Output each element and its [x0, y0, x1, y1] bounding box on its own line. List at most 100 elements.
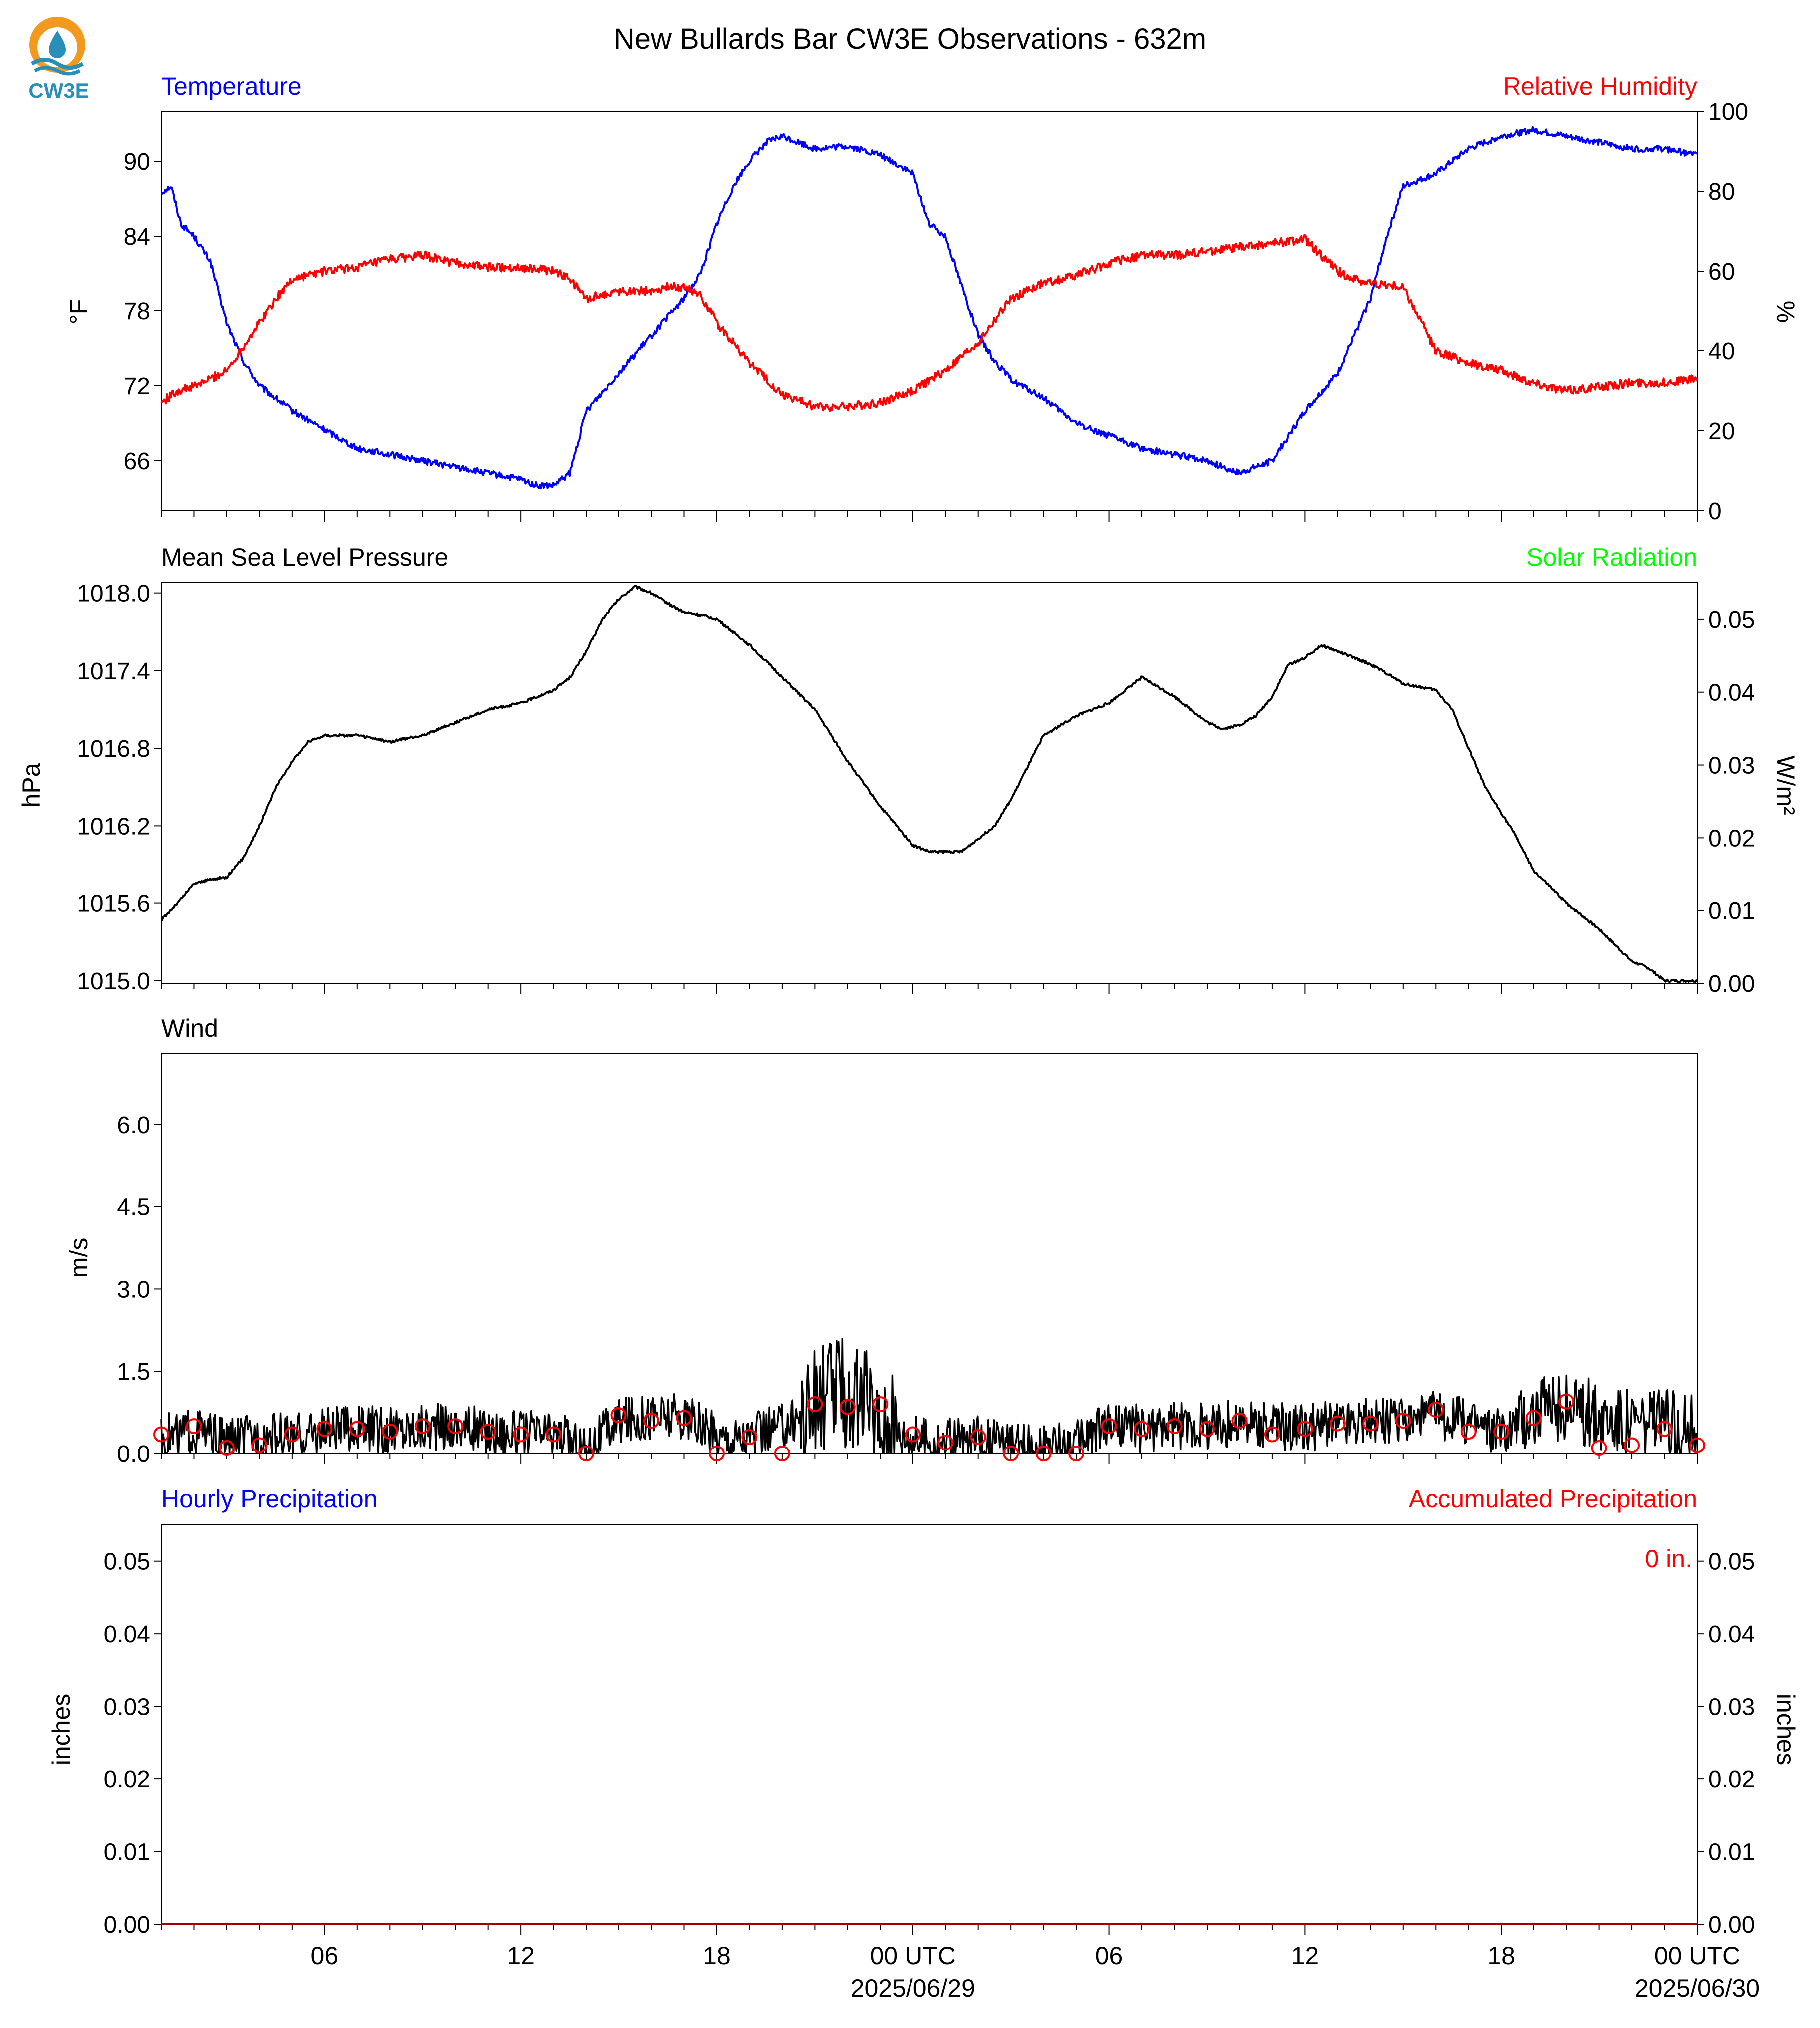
gust-marker [1068, 1446, 1085, 1461]
logo-wave-icon [30, 58, 84, 70]
gust-marker [905, 1426, 921, 1443]
ytick-label-precipitation: 0.02 [104, 1766, 150, 1793]
ytick-label-wind: 4.5 [117, 1194, 150, 1221]
panel-title-humidity: Relative Humidity [1503, 72, 1697, 100]
gust-marker [316, 1421, 333, 1437]
ytick-label-temperature-humidity: 72 [124, 373, 150, 400]
ytick-label-pressure-solar: 1016.2 [77, 813, 150, 840]
ylabel-precip: inches [47, 1694, 75, 1766]
ytick-label-wind: 6.0 [117, 1112, 150, 1139]
gust-marker [1101, 1418, 1117, 1435]
gust-marker [1656, 1421, 1673, 1437]
panel-title-wind: Wind [161, 1014, 218, 1042]
gust-marker [251, 1437, 268, 1453]
gust-marker [218, 1440, 235, 1456]
ytick-right-label-pressure-solar: 0.03 [1708, 753, 1755, 779]
panel-title-pressure: Mean Sea Level Pressure [161, 543, 448, 571]
ylabel-temperature: °F [65, 299, 93, 325]
ytick-label-precipitation: 0.05 [104, 1549, 150, 1575]
gust-marker [513, 1426, 529, 1443]
ylabel-pressure: hPa [17, 763, 45, 807]
gust-marker [610, 1407, 627, 1424]
ylabel-solar: W/m² [1772, 755, 1800, 815]
ytick-label-pressure-solar: 1015.0 [77, 968, 150, 995]
ytick-right-label-pressure-solar: 0.01 [1708, 898, 1755, 924]
ytick-right-label-temperature-humidity: 60 [1708, 259, 1735, 285]
panel-temperature-humidity: Temperature Relative Humidity °F % 66 72 7… [65, 72, 1800, 525]
ytick-right-label-precipitation: 0.02 [1708, 1766, 1755, 1793]
plot-frame-temperature-humidity [161, 111, 1698, 511]
ytick-right-label-pressure-solar: 0.05 [1708, 607, 1755, 633]
ytick-label-precipitation: 0.01 [104, 1839, 150, 1866]
panel-precipitation: Hourly Precipitation Accumulated Precipi… [47, 1485, 1800, 1938]
gust-marker [676, 1410, 692, 1426]
xtick-label: 18 [703, 1942, 731, 1970]
ytick-right-label-temperature-humidity: 20 [1708, 418, 1735, 445]
gust-marker [1264, 1426, 1280, 1443]
plot-frame-wind [161, 1053, 1698, 1454]
xtick-label: 00 UTC [870, 1942, 956, 1970]
gust-marker [186, 1418, 202, 1435]
panel-title-temperature: Temperature [161, 72, 302, 100]
gust-marker [414, 1418, 431, 1435]
ylabel-precip-right: inches [1772, 1694, 1800, 1766]
gust-marker [1362, 1415, 1379, 1432]
ytick-label-precipitation: 0.04 [104, 1621, 150, 1648]
xtick-date-label: 2025/06/29 [851, 1974, 975, 2002]
gust-marker [480, 1424, 496, 1440]
ytick-right-label-precipitation: 0.03 [1708, 1694, 1755, 1721]
gust-marker [1134, 1421, 1150, 1437]
ytick-label-pressure-solar: 1018.0 [77, 581, 150, 607]
gust-marker [839, 1399, 856, 1415]
panel-pressure-solar: Mean Sea Level Pressure Solar Radiation … [17, 543, 1800, 997]
ytick-right-label-temperature-humidity: 100 [1708, 99, 1748, 125]
panel-title-solar: Solar Radiation [1526, 543, 1697, 571]
gust-marker [774, 1446, 790, 1461]
gust-marker [545, 1426, 562, 1443]
accum-precip-annotation: 0 in. [1645, 1545, 1692, 1573]
xtick-label: 12 [507, 1942, 535, 1970]
gust-marker [1558, 1393, 1575, 1410]
gust-marker [153, 1426, 169, 1443]
time-axis: 06 12 18 00 UTC 2025/06/29 06 12 18 00 UTC 2025/0… [311, 1942, 1760, 2002]
ytick-right-label-pressure-solar: 0.04 [1708, 680, 1755, 706]
gust-marker [1003, 1446, 1019, 1461]
figure-title: New Bullards Bar CW3E Observations - 632… [614, 23, 1206, 55]
ytick-label-pressure-solar: 1015.6 [77, 891, 150, 917]
gust-marker [1329, 1415, 1346, 1432]
ylabel-humidity: % [1772, 301, 1800, 323]
gust-marker [1166, 1418, 1183, 1435]
gust-marker [643, 1413, 660, 1429]
cw3e-logo: CW3E [28, 17, 89, 102]
gust-marker [1493, 1424, 1510, 1440]
gust-marker [708, 1446, 725, 1461]
ytick-label-wind: 0.0 [117, 1441, 150, 1467]
ytick-right-label-precipitation: 0.00 [1708, 1912, 1755, 1938]
ytick-right-label-temperature-humidity: 80 [1708, 179, 1735, 205]
gust-marker [1460, 1424, 1477, 1440]
gust-marker [872, 1396, 889, 1413]
ytick-label-wind: 3.0 [117, 1276, 150, 1303]
ytick-label-wind: 1.5 [117, 1359, 150, 1385]
xtick-label: 06 [1095, 1942, 1123, 1970]
xtick-label: 06 [311, 1942, 339, 1970]
ytick-label-temperature-humidity: 66 [124, 448, 150, 475]
logo-drop-icon [49, 31, 66, 58]
gust-marker [447, 1418, 464, 1435]
ytick-label-precipitation: 0.00 [104, 1912, 150, 1938]
series-line-temperature [160, 126, 1698, 490]
panel-title-accum-precip: Accumulated Precipitation [1409, 1485, 1697, 1513]
logo-text: CW3E [28, 79, 89, 102]
gust-marker [1297, 1421, 1313, 1437]
ytick-label-temperature-humidity: 78 [124, 298, 150, 325]
series-line-wind [160, 1338, 1698, 1454]
ytick-label-precipitation: 0.03 [104, 1694, 150, 1721]
panel-title-hourly-precip: Hourly Precipitation [161, 1485, 378, 1513]
gust-marker [1395, 1413, 1411, 1429]
gust-marker [578, 1446, 595, 1461]
series-line-relative-humidity [160, 234, 1698, 412]
gust-marker [1231, 1413, 1248, 1429]
ytick-right-label-temperature-humidity: 40 [1708, 338, 1735, 365]
gust-marker [1199, 1421, 1215, 1437]
ytick-label-pressure-solar: 1016.8 [77, 736, 150, 762]
